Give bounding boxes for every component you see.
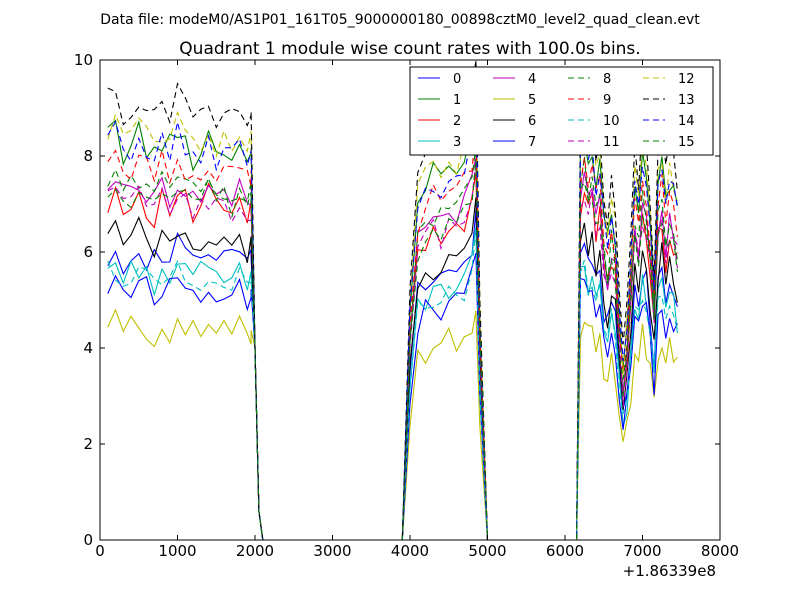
legend-label-0: 0 <box>453 72 461 87</box>
legend-label-4: 4 <box>528 72 536 87</box>
series-line-4 <box>107 158 678 541</box>
series-line-10 <box>107 230 678 541</box>
data-file-label: Data file: modeM0/AS1P01_161T05_90000001… <box>100 12 700 28</box>
x-tick-label: 1000 <box>158 542 196 560</box>
legend-label-5: 5 <box>528 93 536 108</box>
legend-label-15: 15 <box>678 135 695 150</box>
y-tick-label: 10 <box>74 51 93 69</box>
series-line-6 <box>107 197 678 541</box>
series-line-11 <box>107 159 678 541</box>
x-offset-label: +1.86339e8 <box>623 562 716 580</box>
series-line-3 <box>107 226 678 541</box>
x-tick-label: 5000 <box>468 542 506 560</box>
legend-label-10: 10 <box>603 114 620 129</box>
series-line-0 <box>107 209 678 541</box>
y-tick-label: 2 <box>83 435 93 453</box>
legend-label-6: 6 <box>528 114 536 129</box>
series-line-7 <box>107 253 678 541</box>
x-tick-label: 7000 <box>623 542 661 560</box>
legend-label-7: 7 <box>528 135 536 150</box>
series-line-5 <box>107 308 678 541</box>
y-tick-label: 8 <box>83 147 93 165</box>
x-tick-label: 6000 <box>546 542 584 560</box>
legend-label-2: 2 <box>453 114 461 129</box>
legend-label-3: 3 <box>453 135 461 150</box>
legend-label-1: 1 <box>453 93 461 108</box>
y-tick-label: 6 <box>83 243 93 261</box>
series-line-12 <box>107 96 678 541</box>
legend-label-14: 14 <box>678 114 695 129</box>
legend-box <box>409 66 714 156</box>
x-tick-label: 4000 <box>391 542 429 560</box>
legend-label-11: 11 <box>603 135 620 150</box>
legend-label-9: 9 <box>603 93 611 108</box>
series-line-2 <box>107 172 678 541</box>
chart-title: Quadrant 1 module wise count rates with … <box>179 39 640 59</box>
series-line-9 <box>107 125 678 541</box>
y-tick-label: 4 <box>83 339 93 357</box>
legend-label-8: 8 <box>603 72 611 87</box>
series-line-14 <box>107 93 678 541</box>
x-tick-label: 2000 <box>236 542 274 560</box>
series-line-1 <box>107 107 678 541</box>
series-line-15 <box>107 160 678 541</box>
x-tick-label: 3000 <box>313 542 351 560</box>
plot-lines <box>107 59 678 541</box>
y-tick-label: 0 <box>83 531 93 549</box>
x-tick-label: 8000 <box>701 542 739 560</box>
series-line-8 <box>107 147 678 541</box>
series-line-13 <box>107 59 678 541</box>
x-tick-label: 0 <box>95 542 105 560</box>
legend-label-12: 12 <box>678 72 695 87</box>
legend-label-13: 13 <box>678 93 695 108</box>
